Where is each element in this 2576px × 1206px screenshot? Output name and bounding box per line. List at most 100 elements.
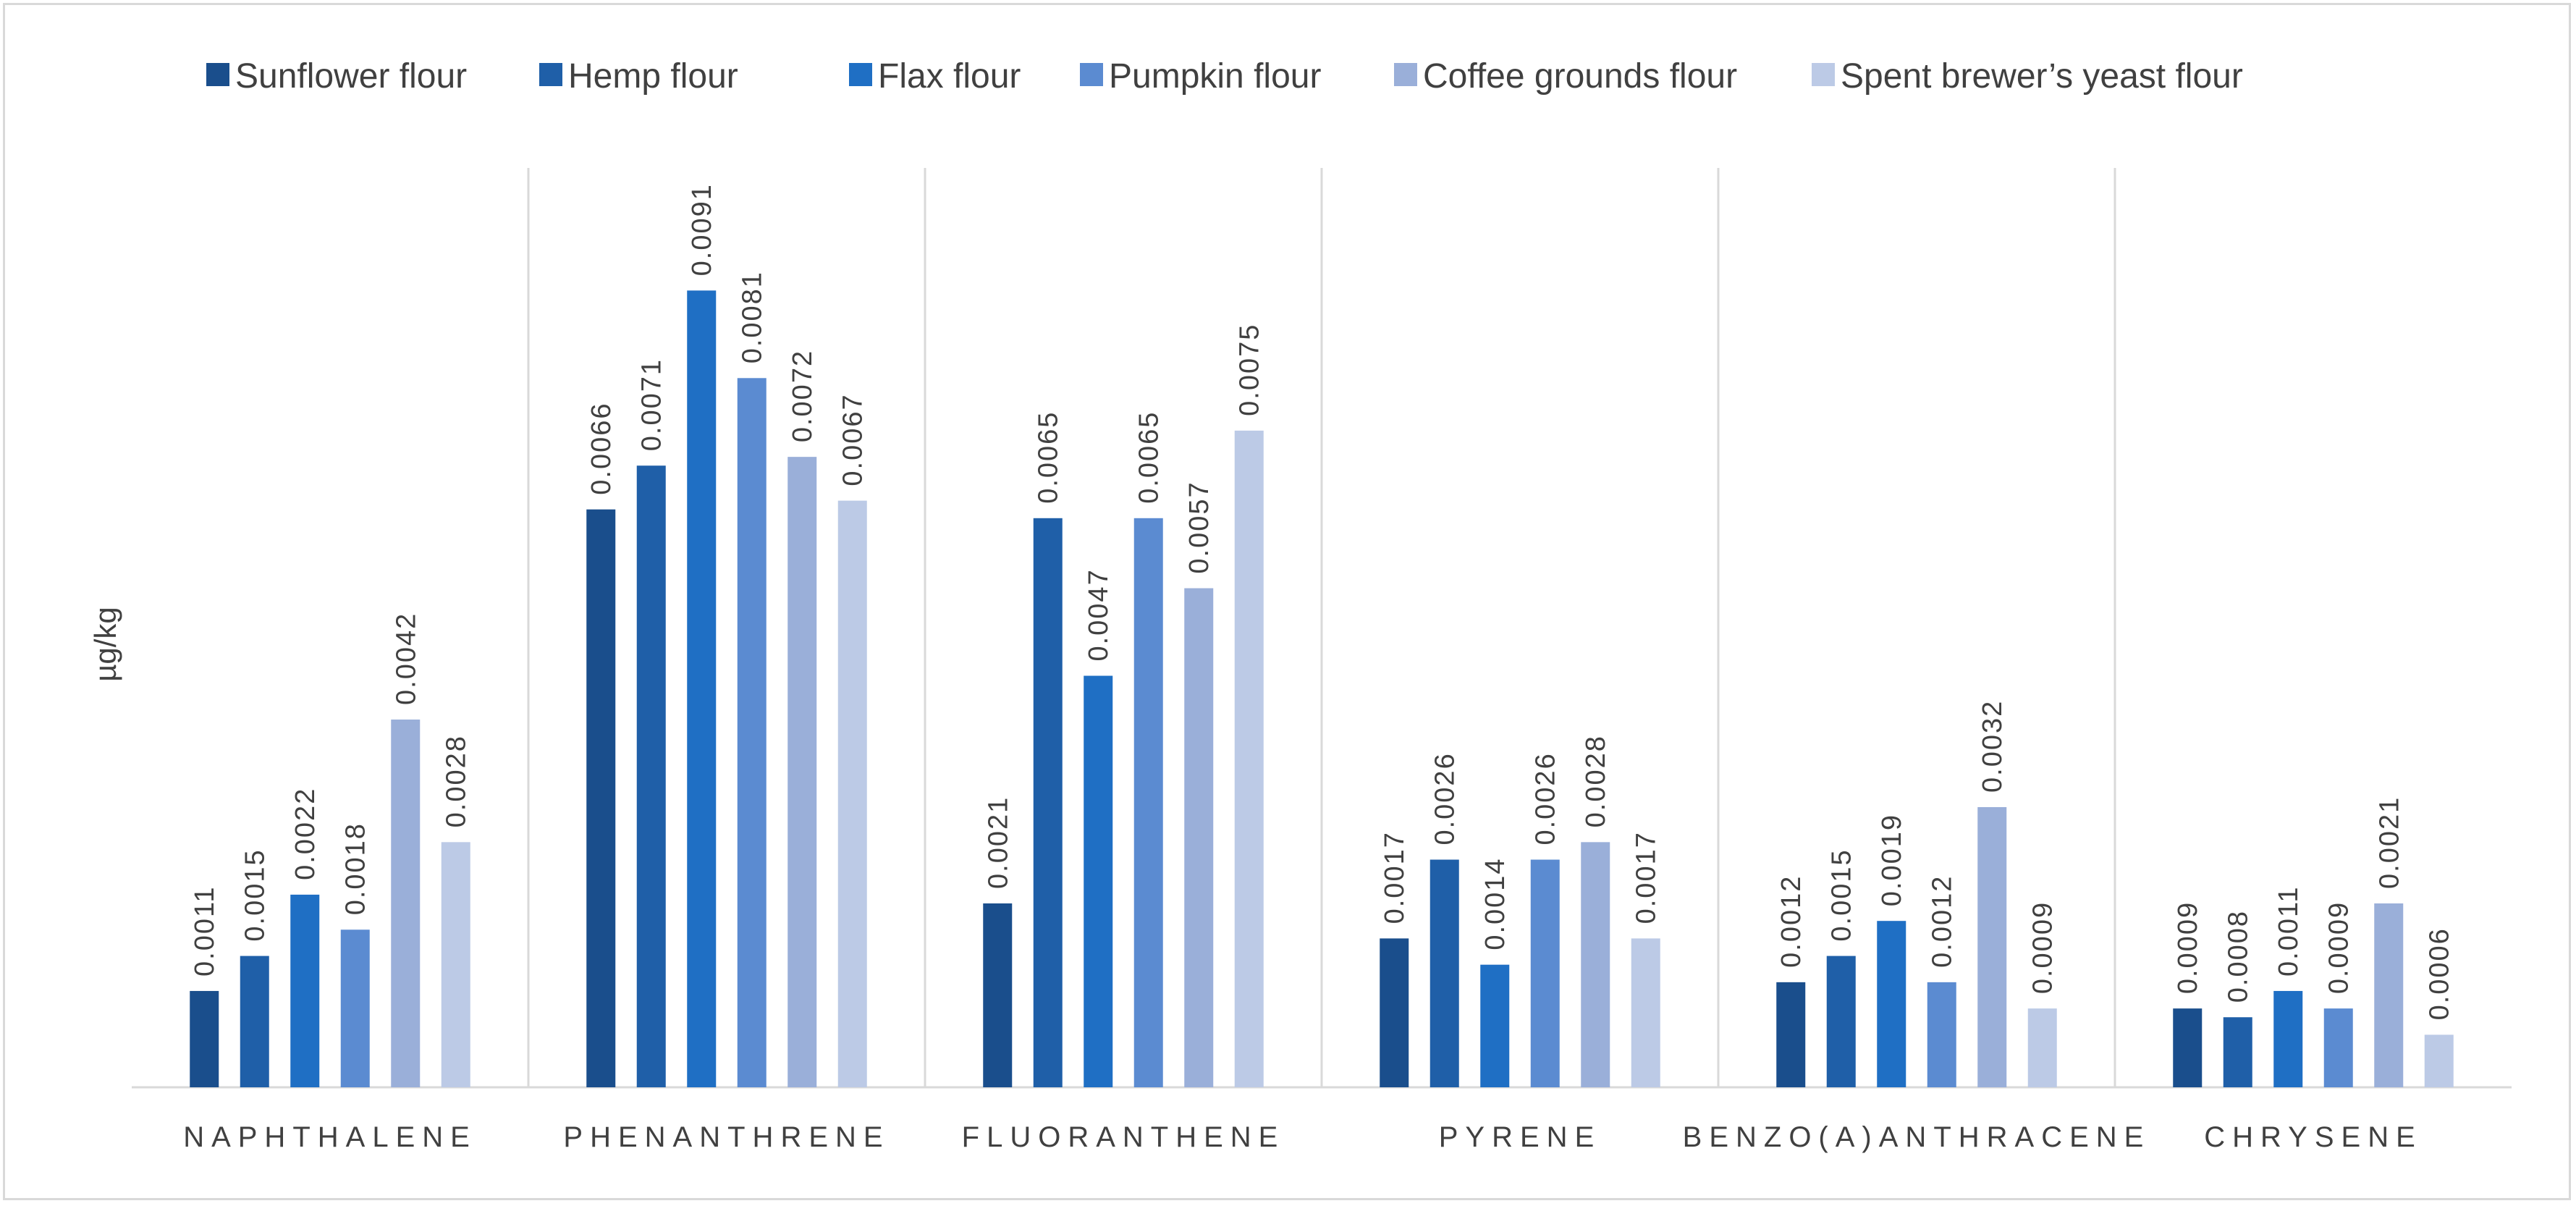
bar	[190, 990, 219, 1087]
bar	[636, 465, 666, 1087]
legend-label: Sunflower flour	[235, 57, 467, 96]
bar	[2323, 1008, 2353, 1087]
bar	[340, 929, 370, 1087]
bar	[787, 457, 817, 1087]
data-label: 0.0017	[1631, 831, 1662, 924]
bar	[983, 903, 1013, 1087]
bar	[1133, 518, 1163, 1087]
legend-label: Flax flour	[878, 57, 1021, 96]
data-label: 0.0011	[190, 886, 220, 977]
bar	[1977, 806, 2007, 1087]
legend-label: Hemp flour	[568, 57, 738, 96]
data-label: 0.0028	[1581, 735, 1611, 827]
bar	[1927, 982, 1956, 1087]
data-label: 0.0026	[1430, 752, 1461, 845]
data-label: 0.0018	[341, 822, 371, 915]
data-label: 0.0032	[1977, 700, 2008, 793]
bar	[737, 378, 767, 1087]
data-label: 0.0015	[240, 848, 271, 941]
bar	[1480, 964, 1510, 1087]
bar	[2273, 990, 2303, 1087]
data-label: 0.0006	[2425, 927, 2455, 1020]
data-label: 0.0022	[290, 788, 321, 880]
legend-swatch	[539, 63, 562, 86]
legend-item: Coffee grounds flour	[1394, 57, 1737, 96]
bar	[290, 894, 320, 1087]
bar	[240, 956, 269, 1087]
bar	[687, 290, 717, 1087]
bar	[2223, 1017, 2252, 1087]
data-label: 0.0072	[787, 350, 818, 442]
category-label: PYRENE	[1439, 1121, 1602, 1153]
bar	[441, 842, 470, 1087]
bar	[1826, 956, 1856, 1087]
bar	[1430, 859, 1459, 1087]
legend-swatch	[1812, 63, 1835, 86]
bars	[190, 290, 2454, 1087]
legend-swatch	[206, 63, 229, 86]
data-label: 0.0026	[1531, 752, 1561, 845]
data-label: 0.0019	[1877, 814, 1907, 906]
legend-swatch	[1080, 63, 1103, 86]
data-label: 0.0028	[442, 735, 472, 827]
bar	[1631, 938, 1660, 1087]
data-label: 0.0012	[1927, 875, 1958, 968]
legend-item: Sunflower flour	[206, 57, 467, 96]
category-label: BENZO(A)ANTHRACENE	[1683, 1121, 2151, 1153]
data-label: 0.0042	[391, 612, 421, 705]
data-label: 0.0057	[1184, 481, 1215, 573]
category-label: PHENANTHRENE	[563, 1121, 890, 1153]
bar	[2173, 1008, 2203, 1087]
data-label: 0.0091	[687, 183, 717, 276]
bar	[391, 720, 421, 1087]
data-label: 0.0017	[1380, 831, 1410, 924]
value-labels: 0.0011 0.0015 0.0022 0.0018 0.0042 0.0028 0.00…	[190, 183, 2455, 1020]
bar	[1184, 588, 1214, 1087]
legend-item: Flax flour	[849, 57, 1021, 96]
legend-swatch	[849, 63, 872, 86]
legend-item: Hemp flour	[539, 57, 738, 96]
bar	[1877, 921, 1906, 1087]
bar	[2424, 1034, 2454, 1087]
category-label: NAPHTHALENE	[183, 1121, 477, 1153]
bar	[1234, 430, 1264, 1087]
data-label: 0.0065	[1134, 411, 1165, 504]
data-label: 0.0021	[2374, 796, 2404, 889]
category-labels: NAPHTHALENE PHENANTHRENE FLUORANTHENE PYREN…	[183, 1121, 2423, 1153]
legend-item: Pumpkin flour	[1080, 57, 1321, 96]
legend-swatch	[1394, 63, 1417, 86]
legend-label: Spent brewer’s yeast flour	[1841, 57, 2243, 96]
category-separators	[527, 168, 2116, 1087]
data-label: 0.0067	[838, 393, 869, 486]
bar	[1380, 938, 1409, 1087]
legend-label: Pumpkin flour	[1109, 57, 1321, 96]
y-axis-label: µg/kg	[88, 607, 122, 682]
bar	[586, 509, 616, 1087]
bar	[837, 500, 867, 1087]
data-label: 0.0008	[2224, 910, 2254, 1003]
chart-frame	[3, 3, 2571, 1200]
bar	[1530, 859, 1560, 1087]
category-label: CHRYSENE	[2204, 1121, 2423, 1153]
data-label: 0.0075	[1235, 324, 1265, 416]
data-label: 0.0021	[983, 796, 1013, 889]
data-label: 0.0011	[2273, 886, 2304, 977]
data-label: 0.0047	[1084, 568, 1114, 661]
bar	[2374, 903, 2404, 1087]
data-label: 0.0015	[1827, 848, 1857, 941]
data-label: 0.0065	[1034, 411, 1064, 504]
bar	[1776, 982, 1806, 1087]
data-label: 0.0012	[1776, 875, 1807, 968]
data-label: 0.0009	[2324, 901, 2355, 994]
bar	[2027, 1008, 2057, 1087]
data-label: 0.0071	[637, 358, 667, 451]
data-label: 0.0009	[2173, 901, 2203, 994]
legend-item: Spent brewer’s yeast flour	[1812, 57, 2243, 96]
category-label: FLUORANTHENE	[962, 1121, 1285, 1153]
bar	[1033, 518, 1063, 1087]
data-label: 0.0081	[738, 271, 768, 363]
bar	[1581, 842, 1610, 1087]
legend: Sunflower flour Hemp flour Flax flour Pumpk…	[206, 57, 2243, 96]
data-label: 0.0066	[586, 402, 617, 494]
